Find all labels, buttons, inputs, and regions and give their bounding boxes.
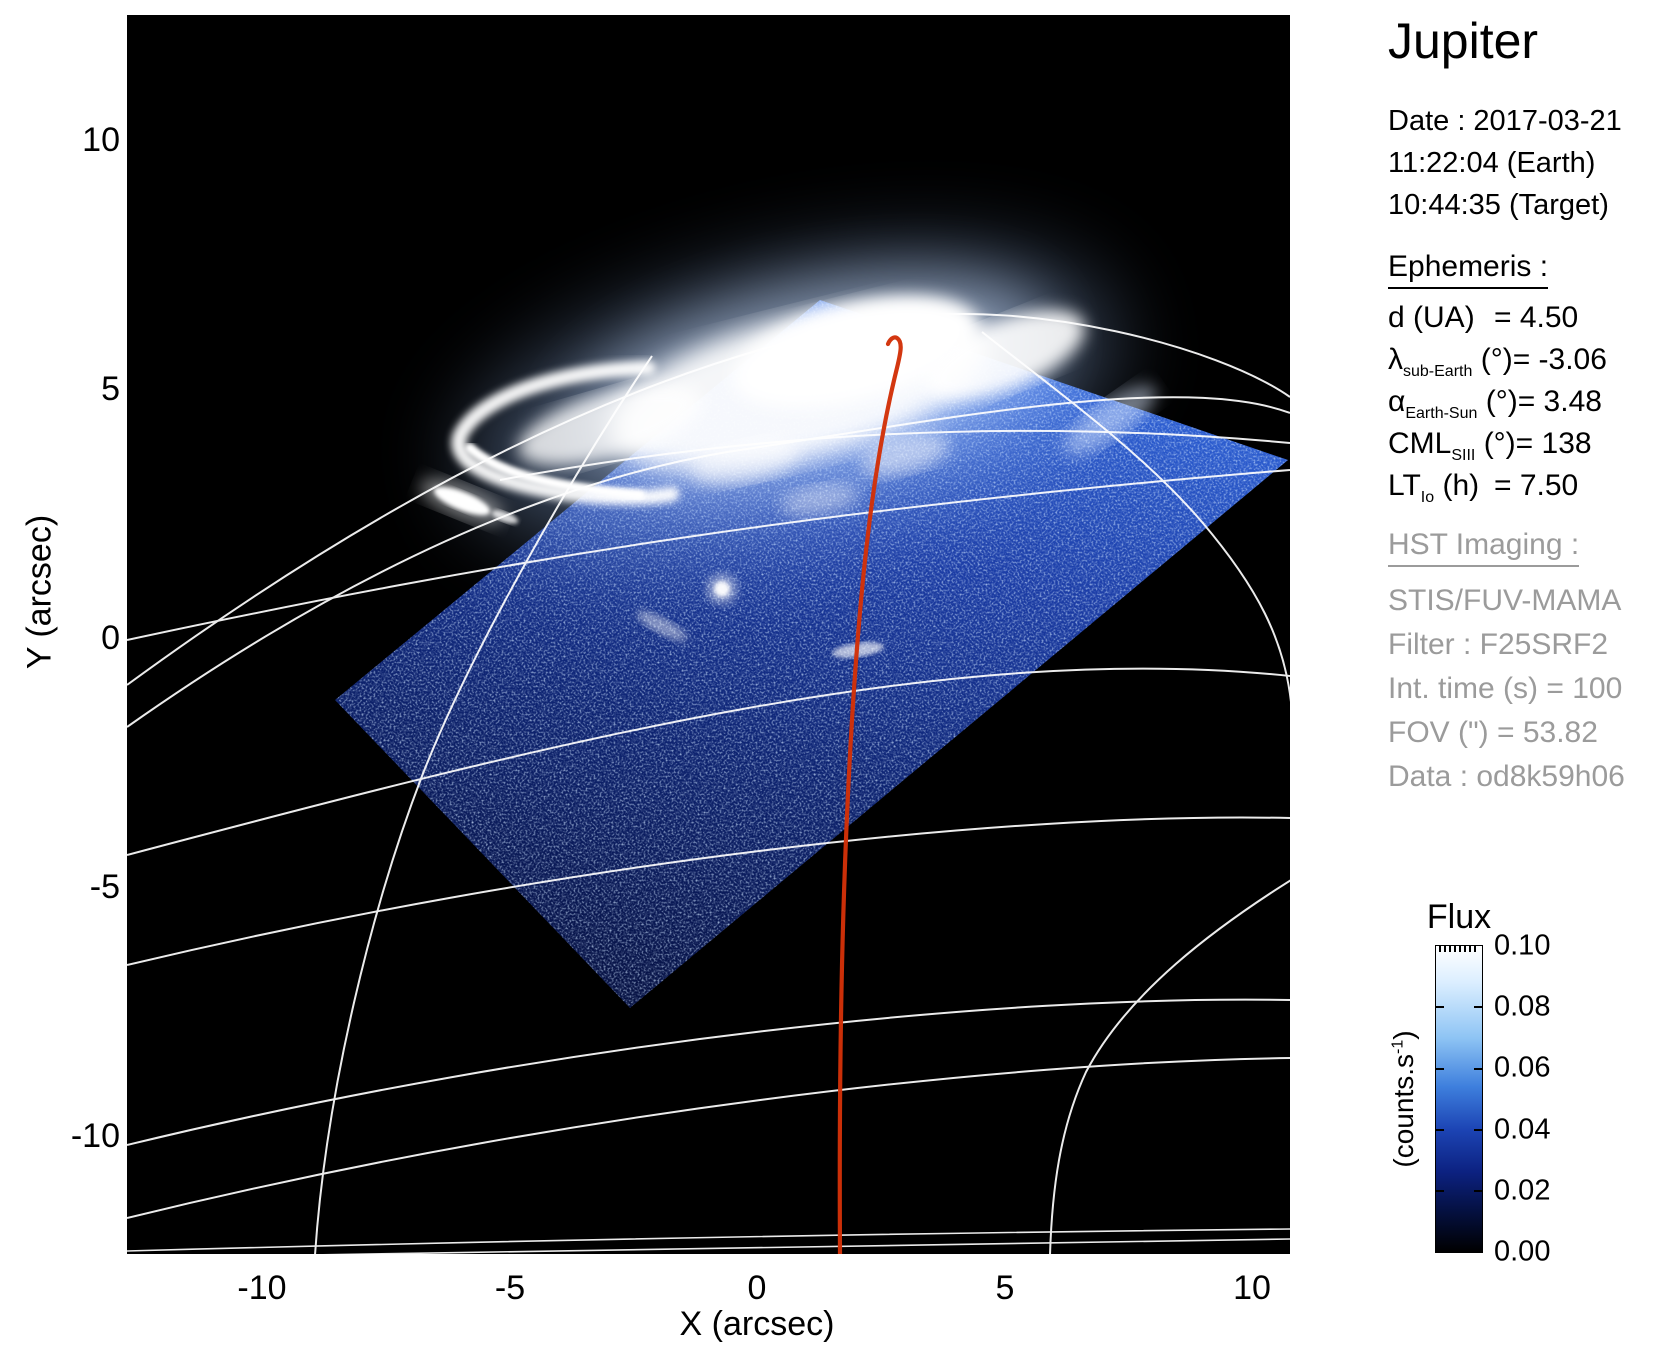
- x-tick-neg10: -10: [237, 1269, 287, 1307]
- flux-tick-006: 0.06: [1494, 1051, 1551, 1084]
- ephemeris-row-cml: CMLSIII (°) = 138: [1388, 427, 1592, 464]
- y-tick-neg10: -10: [70, 1117, 120, 1155]
- earth-time: 11:22:04 (Earth): [1388, 147, 1596, 179]
- page-title: Jupiter: [1388, 13, 1539, 69]
- flux-tick-010: 0.10: [1494, 929, 1551, 962]
- target-time: 10:44:35 (Target): [1388, 189, 1609, 221]
- x-tick-neg5: -5: [494, 1269, 526, 1307]
- x-tick-5: 5: [995, 1269, 1015, 1307]
- flux-colorbar: [1435, 945, 1483, 1253]
- y-tick-5: 5: [101, 370, 120, 408]
- y-tick-0: 0: [101, 619, 120, 657]
- ephemeris-block: Ephemeris : d (UA) = 4.50 λsub-Earth (°)…: [1388, 250, 1607, 511]
- ephemeris-row-phase-angle: αEarth-Sun (°) = 3.48: [1388, 385, 1602, 422]
- x-tick-0: 0: [747, 1269, 767, 1307]
- hst-filter: Filter : F25SRF2: [1388, 628, 1609, 661]
- plot-area: [127, 15, 1290, 1254]
- colorbar-title: Flux: [1426, 898, 1492, 936]
- ephemeris-row-io-local-time: LTIo (h) = 7.50: [1388, 469, 1579, 506]
- hst-instrument: STIS/FUV-MAMA: [1388, 584, 1622, 617]
- ephemeris-row-distance: d (UA) = 4.50: [1388, 301, 1579, 334]
- hst-fov: FOV (") = 53.82: [1388, 716, 1598, 749]
- io-footprint-spot: [419, 478, 519, 524]
- hst-imaging-heading: HST Imaging :: [1388, 528, 1580, 567]
- hst-imaging-block: HST Imaging : STIS/FUV-MAMA Filter : F25…: [1388, 528, 1625, 799]
- flux-tick-000: 0.00: [1494, 1235, 1551, 1268]
- observation-date: Date : 2017-03-21: [1388, 105, 1622, 137]
- flux-tick-008: 0.08: [1494, 990, 1551, 1023]
- x-axis-title: X (arcsec): [679, 1305, 835, 1343]
- ephemeris-heading: Ephemeris :: [1388, 250, 1549, 289]
- y-axis-title: Y (arcsec): [20, 514, 59, 670]
- flux-tick-002: 0.02: [1494, 1174, 1551, 1207]
- y-tick-neg5: -5: [89, 868, 120, 906]
- colorbar-unit: (counts.s-1): [1388, 1030, 1419, 1168]
- jupiter-fuv-image: [127, 15, 1290, 1254]
- hst-dataset: Data : od8k59h06: [1388, 760, 1625, 793]
- x-tick-10: 10: [1233, 1269, 1271, 1307]
- ephemeris-row-subearth-lat: λsub-Earth (°) = -3.06: [1388, 343, 1607, 380]
- hst-int-time: Int. time (s) = 100: [1388, 672, 1623, 705]
- y-tick-10: 10: [82, 121, 120, 159]
- io-footprint-track-line: [837, 335, 903, 1254]
- flux-tick-004: 0.04: [1494, 1113, 1551, 1146]
- observation-block: Date : 2017-03-21 11:22:04 (Earth) 10:44…: [1388, 100, 1622, 226]
